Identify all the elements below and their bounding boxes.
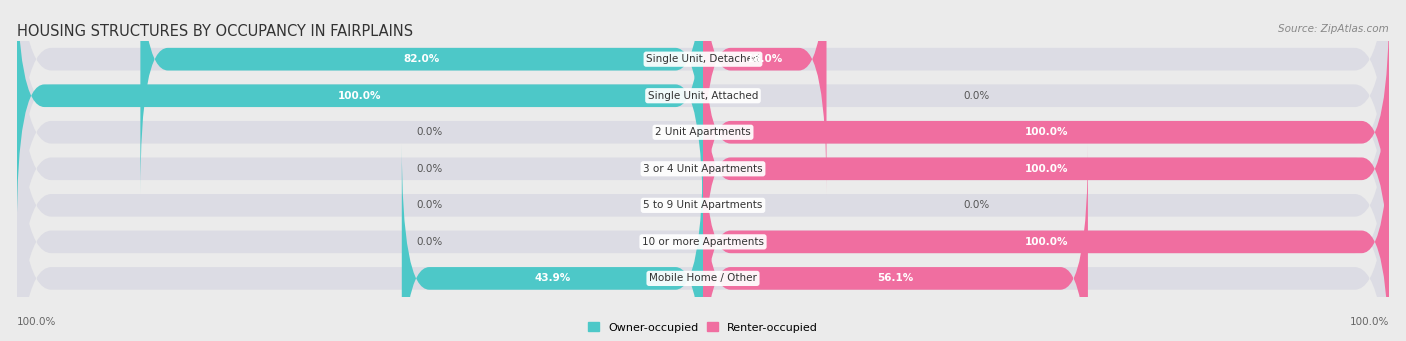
FancyBboxPatch shape <box>17 34 1389 341</box>
Text: 5 to 9 Unit Apartments: 5 to 9 Unit Apartments <box>644 200 762 210</box>
Text: 43.9%: 43.9% <box>534 273 571 283</box>
Text: 100.0%: 100.0% <box>1025 164 1067 174</box>
Text: 82.0%: 82.0% <box>404 54 440 64</box>
Text: 0.0%: 0.0% <box>963 200 990 210</box>
Text: 100.0%: 100.0% <box>339 91 381 101</box>
FancyBboxPatch shape <box>703 144 1088 341</box>
Text: 56.1%: 56.1% <box>877 273 914 283</box>
Legend: Owner-occupied, Renter-occupied: Owner-occupied, Renter-occupied <box>583 318 823 337</box>
Text: 0.0%: 0.0% <box>416 200 443 210</box>
Text: Single Unit, Detached: Single Unit, Detached <box>647 54 759 64</box>
FancyBboxPatch shape <box>703 107 1389 341</box>
Text: 3 or 4 Unit Apartments: 3 or 4 Unit Apartments <box>643 164 763 174</box>
Text: 0.0%: 0.0% <box>416 237 443 247</box>
Text: 2 Unit Apartments: 2 Unit Apartments <box>655 127 751 137</box>
FancyBboxPatch shape <box>703 0 827 194</box>
Text: 0.0%: 0.0% <box>963 91 990 101</box>
FancyBboxPatch shape <box>17 0 1389 267</box>
Text: 0.0%: 0.0% <box>416 164 443 174</box>
Text: 0.0%: 0.0% <box>416 127 443 137</box>
FancyBboxPatch shape <box>141 0 703 194</box>
Text: Single Unit, Attached: Single Unit, Attached <box>648 91 758 101</box>
Text: 100.0%: 100.0% <box>17 317 56 327</box>
Text: 18.0%: 18.0% <box>747 54 783 64</box>
FancyBboxPatch shape <box>17 71 1389 341</box>
Text: 100.0%: 100.0% <box>1350 317 1389 327</box>
Text: Mobile Home / Other: Mobile Home / Other <box>650 273 756 283</box>
FancyBboxPatch shape <box>17 0 1389 303</box>
FancyBboxPatch shape <box>402 144 703 341</box>
FancyBboxPatch shape <box>17 0 703 231</box>
Text: HOUSING STRUCTURES BY OCCUPANCY IN FAIRPLAINS: HOUSING STRUCTURES BY OCCUPANCY IN FAIRP… <box>17 24 413 39</box>
Text: 100.0%: 100.0% <box>1025 127 1067 137</box>
Text: 100.0%: 100.0% <box>1025 237 1067 247</box>
FancyBboxPatch shape <box>703 34 1389 303</box>
FancyBboxPatch shape <box>17 107 1389 341</box>
FancyBboxPatch shape <box>17 0 1389 340</box>
FancyBboxPatch shape <box>703 0 1389 267</box>
Text: Source: ZipAtlas.com: Source: ZipAtlas.com <box>1278 24 1389 34</box>
FancyBboxPatch shape <box>17 0 1389 231</box>
Text: 10 or more Apartments: 10 or more Apartments <box>643 237 763 247</box>
